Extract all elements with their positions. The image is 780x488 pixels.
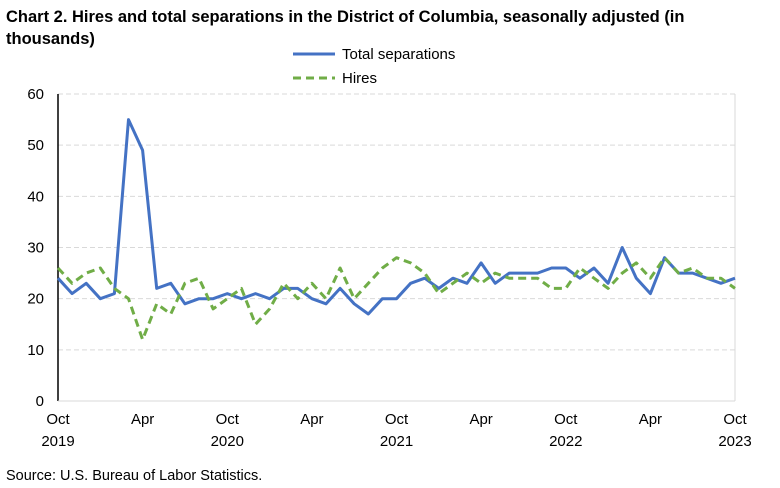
x-tick-label: Apr bbox=[639, 411, 662, 428]
y-tick-label: 20 bbox=[27, 291, 44, 308]
x-tick-label: Oct bbox=[216, 411, 240, 428]
source-note: Source: U.S. Bureau of Labor Statistics. bbox=[6, 468, 262, 484]
x-tick-year: 2020 bbox=[211, 433, 244, 450]
y-tick-label: 50 bbox=[27, 137, 44, 154]
x-tick-year: 2019 bbox=[41, 433, 74, 450]
y-tick-label: 10 bbox=[27, 342, 44, 359]
x-tick-label: Apr bbox=[131, 411, 154, 428]
y-tick-label: 30 bbox=[27, 240, 44, 257]
y-tick-label: 60 bbox=[27, 86, 44, 103]
x-tick-year: 2021 bbox=[380, 433, 413, 450]
x-tick-year: 2023 bbox=[718, 433, 751, 450]
x-tick-label: Apr bbox=[469, 411, 492, 428]
chart-title: Chart 2. Hires and total separations in … bbox=[6, 8, 685, 48]
legend-label: Hires bbox=[342, 70, 377, 87]
x-tick-label: Oct bbox=[554, 411, 578, 428]
x-tick-label: Apr bbox=[300, 411, 323, 428]
legend-label: Total separations bbox=[342, 46, 455, 63]
x-tick-label: Oct bbox=[46, 411, 70, 428]
x-tick-label: Oct bbox=[723, 411, 747, 428]
y-tick-label: 40 bbox=[27, 188, 44, 205]
series-line-hires bbox=[56, 256, 736, 342]
x-tick-label: Oct bbox=[385, 411, 409, 428]
x-tick-year: 2022 bbox=[549, 433, 582, 450]
series-line-total-separations bbox=[56, 118, 736, 316]
y-tick-label: 0 bbox=[36, 393, 44, 410]
